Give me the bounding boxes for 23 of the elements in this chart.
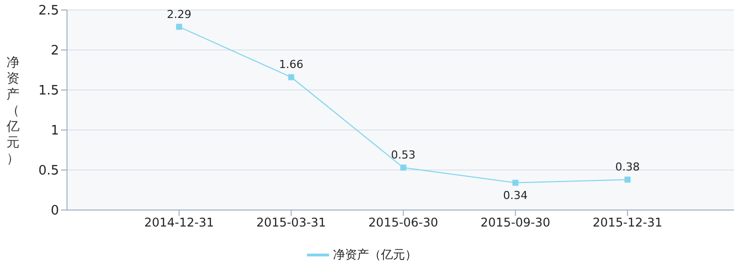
y-axis-title: 净资产（亿元）: [6, 56, 20, 167]
x-tick-label: 2015-12-31: [592, 216, 662, 230]
y-tick-label: 1: [50, 124, 59, 139]
point: [512, 180, 518, 186]
data-label: 0.34: [503, 188, 528, 202]
y-tick-label: 0: [50, 204, 59, 219]
legend-label: 净资产（亿元）: [333, 247, 417, 262]
x-tick-label: 2015-03-31: [256, 216, 326, 230]
data-label: 0.53: [391, 148, 416, 162]
y-tick-label: 2.5: [38, 4, 59, 19]
data-label: 1.66: [278, 58, 304, 72]
x-tick-label: 2015-09-30: [480, 216, 550, 230]
point: [288, 74, 294, 80]
data-label: 2.29: [166, 8, 192, 21]
y-tick-label: 2: [50, 44, 59, 59]
x-tick-label: 2015-06-30: [368, 216, 438, 230]
point: [624, 176, 631, 183]
point: [400, 164, 406, 171]
y-tick-label: 1.5: [38, 84, 59, 99]
point: [176, 24, 182, 30]
data-label: 0.38: [615, 160, 640, 174]
y-tick-label: 0.5: [38, 164, 59, 179]
x-tick-label: 2014-12-31: [144, 216, 214, 230]
